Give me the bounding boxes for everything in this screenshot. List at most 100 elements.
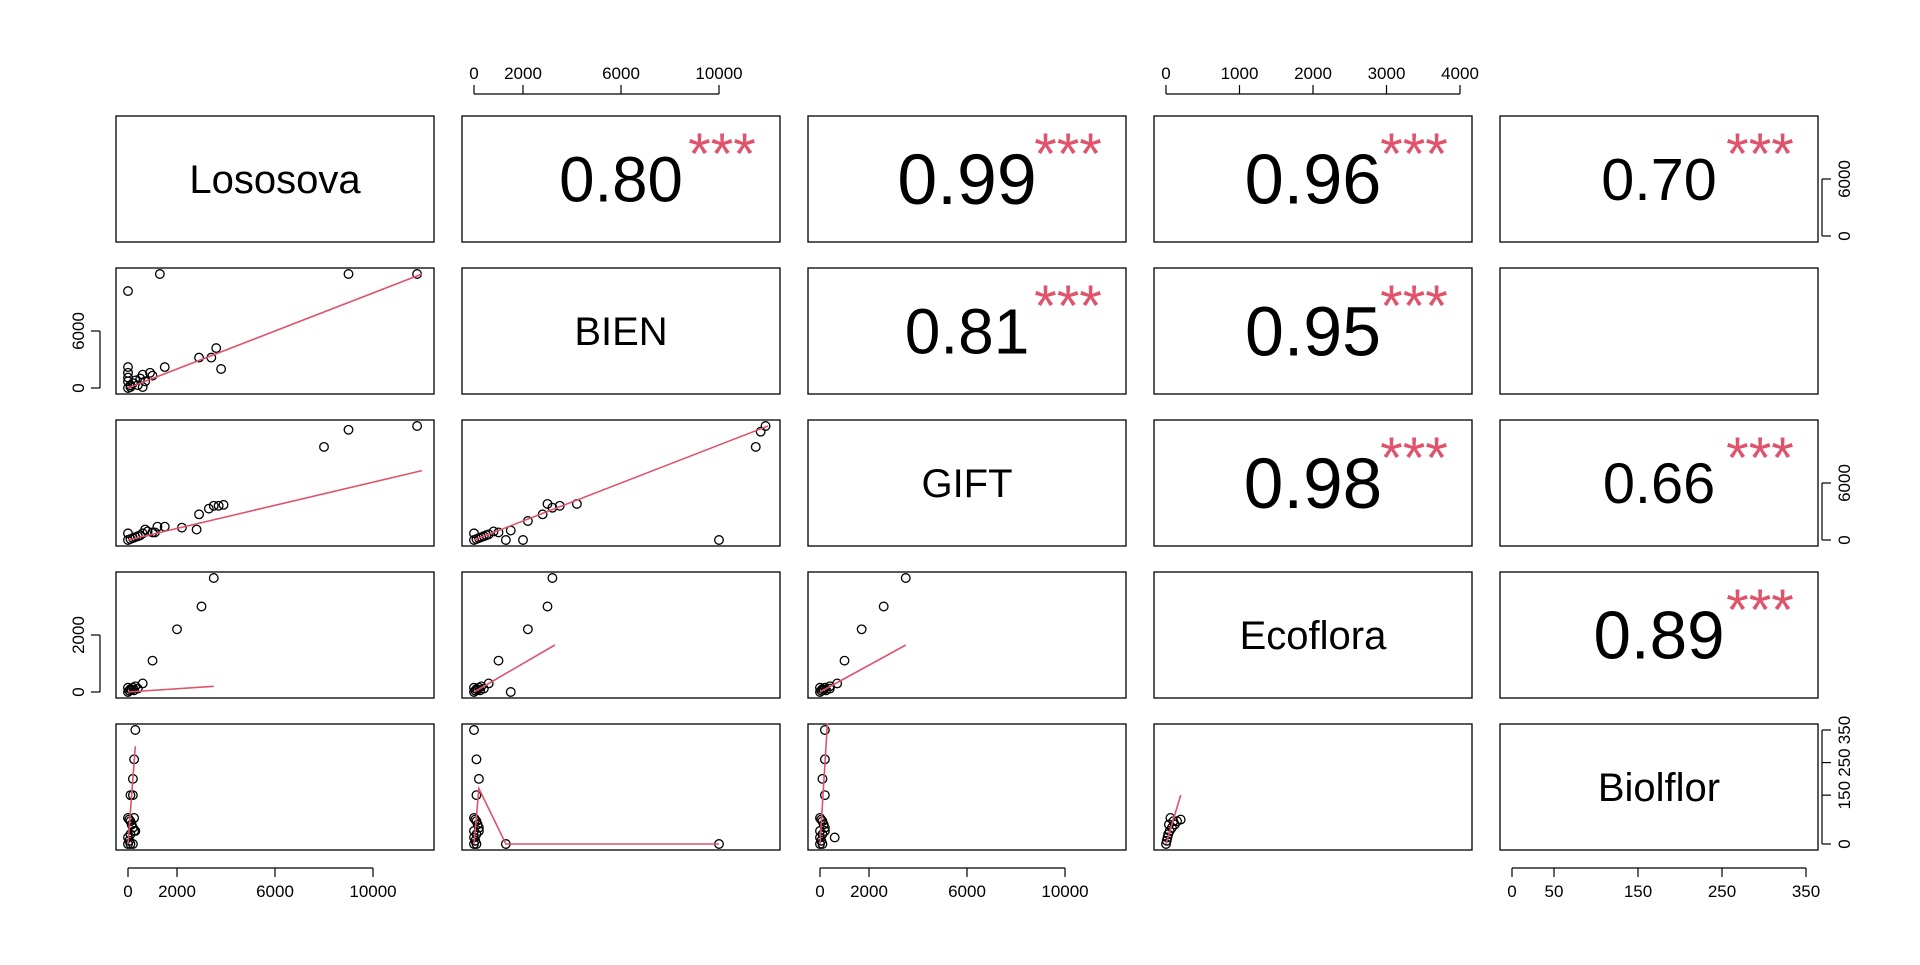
scatter-point <box>213 500 224 511</box>
scatter-point <box>469 725 479 735</box>
correlation-value: 0.66 <box>1603 452 1715 516</box>
bottom-x-lososova-tick-label: 10000 <box>349 882 396 901</box>
panel-2-4 <box>1499 419 1819 547</box>
scatter-point <box>152 521 163 532</box>
bottom-x-biolflor-tick-label: 150 <box>1624 882 1652 901</box>
scatter-point <box>125 829 136 840</box>
scatter-point <box>750 441 761 452</box>
scatter-point <box>1175 814 1186 825</box>
scatter-point <box>208 500 219 511</box>
scatter-point <box>469 682 479 693</box>
panel-2-3 <box>1153 419 1473 547</box>
top-x-ecoflora-tick-label: 0 <box>1161 64 1170 83</box>
fit-line <box>819 644 907 693</box>
variable-label-gift: GIFT <box>921 462 1012 506</box>
panel-3-0 <box>115 571 435 699</box>
correlation-value: 0.89 <box>1593 599 1724 674</box>
scatter-point <box>130 826 141 836</box>
left-y-bien-tick-label: 0 <box>69 383 88 392</box>
right-y-lososova-tick-label: 6000 <box>1835 160 1854 198</box>
correlation-value: 0.98 <box>1244 445 1383 524</box>
fit-line <box>127 746 137 845</box>
scatter-point <box>123 383 133 393</box>
significance-stars: *** <box>1726 122 1794 187</box>
panel-4-0 <box>115 723 435 851</box>
scatter-point <box>123 682 133 693</box>
scatter-point <box>208 573 219 583</box>
scatter-point <box>196 601 207 612</box>
top-x-bien-tick-label: 0 <box>469 64 478 83</box>
variable-label-biolflor: Biolflor <box>1598 766 1720 810</box>
scatter-point <box>755 426 766 437</box>
scatter-point <box>473 822 484 833</box>
fit-line <box>473 425 769 541</box>
scatter-point <box>123 362 133 373</box>
scatter-point <box>481 530 492 541</box>
scatter-point <box>412 421 423 431</box>
fit-line <box>1165 794 1182 845</box>
bottom-x-biolflor-tick-label: 0 <box>1507 882 1516 901</box>
scatter-point <box>473 773 484 784</box>
correlation-value: 0.70 <box>1601 146 1717 213</box>
panel-1-0 <box>115 267 435 395</box>
significance-stars: *** <box>1034 122 1102 187</box>
scatter-point <box>1169 819 1180 830</box>
panel-3-1 <box>461 571 781 699</box>
fit-line <box>127 685 214 693</box>
significance-stars: *** <box>688 122 756 187</box>
panel-0-2 <box>807 115 1127 243</box>
bottom-x-lososova-tick-label: 6000 <box>256 882 294 901</box>
significance-stars: *** <box>1380 274 1448 339</box>
significance-stars: *** <box>1726 578 1794 643</box>
panel-4-1 <box>461 723 781 851</box>
bottom-x-biolflor-tick-label: 50 <box>1545 882 1564 901</box>
scatter-point <box>172 624 182 635</box>
variable-label-lososova: Lososova <box>189 158 361 202</box>
right-y-lososova-tick-label: 0 <box>1835 231 1854 240</box>
scatter-point <box>817 829 828 840</box>
scatter-point <box>817 773 828 784</box>
correlation-value: 0.80 <box>559 144 683 215</box>
bottom-x-biolflor-tick-label: 250 <box>1708 882 1736 901</box>
scatter-point <box>145 367 156 378</box>
scatter-point <box>135 530 146 541</box>
panel-3-3 <box>1153 571 1473 699</box>
scatter-point <box>900 573 911 583</box>
scatter-point <box>815 682 825 693</box>
scatter-point <box>471 829 482 840</box>
bottom-x-biolflor-tick-label: 350 <box>1792 882 1820 901</box>
correlation-value: 0.96 <box>1245 140 1382 219</box>
scatter-point <box>130 725 141 735</box>
scatter-point <box>839 655 850 666</box>
fit-line <box>473 785 719 845</box>
top-x-ecoflora-tick-label: 4000 <box>1441 64 1479 83</box>
right-y-biolflor-tick-label: 0 <box>1835 839 1854 848</box>
scatter-point <box>194 509 205 520</box>
correlation-value: 0.99 <box>897 140 1036 220</box>
panel-0-1 <box>461 115 781 243</box>
scatter-point <box>518 535 528 545</box>
scatter-point <box>547 573 558 583</box>
top-x-ecoflora-tick-label: 1000 <box>1221 64 1259 83</box>
scatter-point <box>194 352 205 363</box>
panel-0-0 <box>115 115 435 243</box>
scatter-point <box>123 286 133 297</box>
top-x-bien-tick-label: 2000 <box>504 64 542 83</box>
scatter-point <box>147 655 158 666</box>
scatter-point <box>878 601 889 612</box>
scatter-point <box>819 790 830 801</box>
scatter-point <box>343 269 354 279</box>
fit-line <box>127 273 423 389</box>
scatter-point <box>493 655 504 666</box>
top-x-ecoflora-tick-label: 3000 <box>1368 64 1406 83</box>
right-y-gift-tick-label: 6000 <box>1835 464 1854 502</box>
scatter-point <box>127 790 138 801</box>
significance-stars: *** <box>1726 426 1794 491</box>
scatter-point <box>319 441 329 452</box>
panel-0-4 <box>1499 115 1819 243</box>
scatter-point <box>760 421 771 431</box>
right-y-biolflor-tick-label: 350 <box>1835 716 1854 744</box>
scatter-point <box>343 424 354 435</box>
variable-label-bien: BIEN <box>574 310 667 354</box>
bottom-x-lososova-tick-label: 0 <box>123 882 132 901</box>
